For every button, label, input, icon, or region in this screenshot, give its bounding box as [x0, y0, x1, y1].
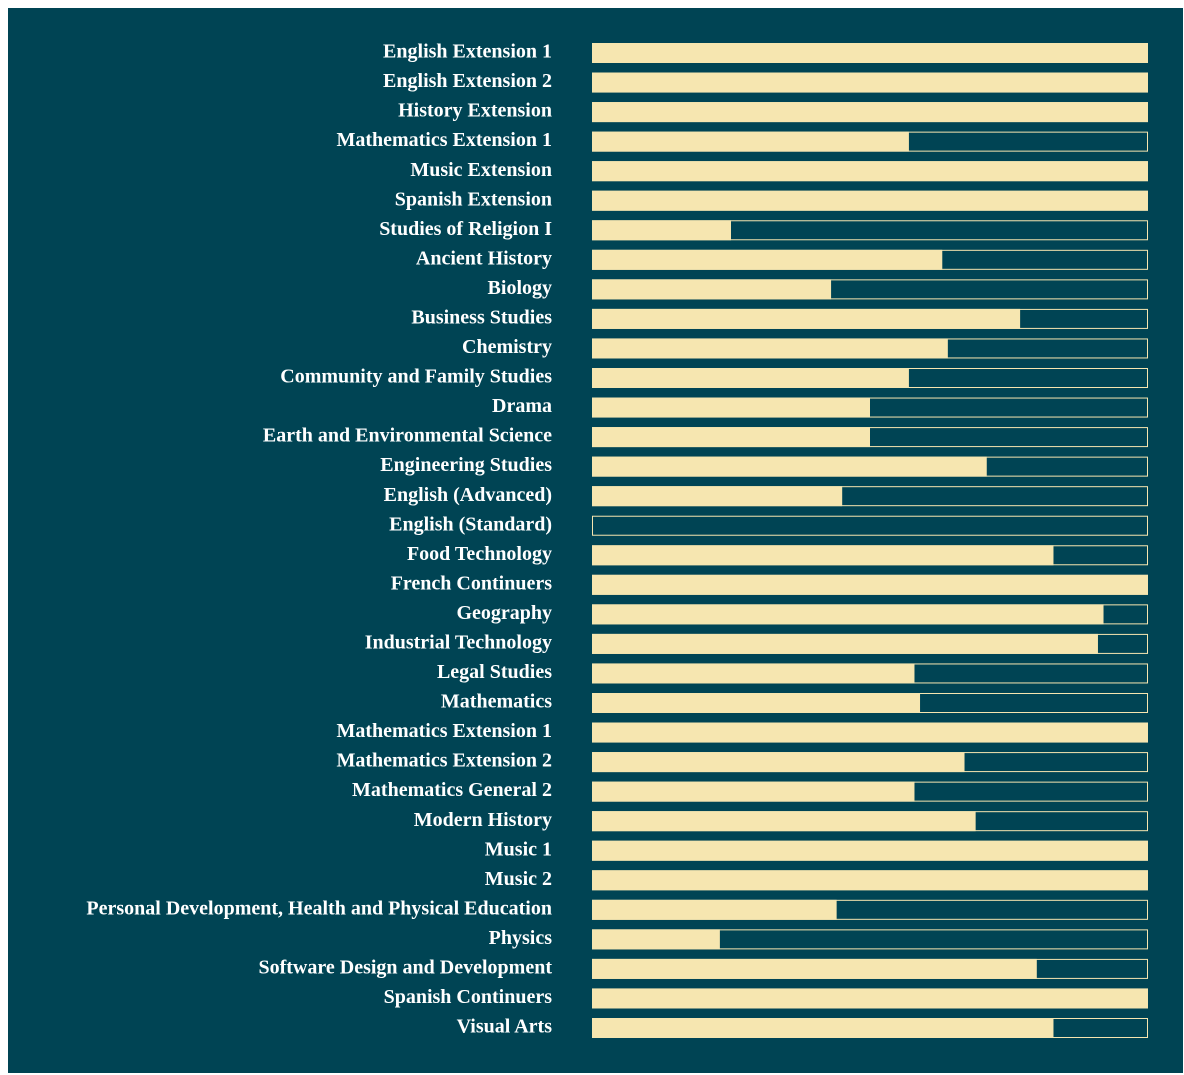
- category-label: Mathematics Extension 1: [336, 720, 552, 742]
- bar: [592, 988, 1148, 1009]
- category-label: Music Extension: [410, 159, 552, 181]
- bar: [592, 456, 987, 477]
- category-label: Visual Arts: [457, 1016, 553, 1038]
- bar: [592, 249, 943, 270]
- category-label: Software Design and Development: [258, 957, 552, 979]
- category-label: English Extension 2: [383, 70, 552, 92]
- bar: [592, 840, 1148, 861]
- bar: [592, 663, 915, 684]
- category-label: Chemistry: [462, 336, 552, 358]
- bar: [592, 574, 1148, 595]
- bar: [592, 604, 1104, 625]
- bar: [592, 1018, 1054, 1038]
- bar: [592, 899, 837, 920]
- bar: [592, 368, 909, 388]
- bar: [592, 161, 1148, 182]
- category-label: English Extension 1: [383, 41, 552, 63]
- bar: [592, 102, 1148, 123]
- category-label: Personal Development, Health and Physica…: [86, 897, 552, 919]
- bar: [592, 427, 870, 448]
- bar: [592, 338, 948, 359]
- category-label: Music 2: [485, 868, 552, 890]
- category-label: Community and Family Studies: [280, 366, 552, 388]
- bar-track: [592, 515, 1148, 536]
- category-label: English (Standard): [389, 513, 552, 535]
- bar: [592, 43, 1148, 63]
- category-label: Mathematics: [441, 691, 552, 713]
- category-label: Biology: [488, 277, 552, 299]
- bar: [592, 190, 1148, 211]
- bar: [592, 131, 909, 152]
- bar: [592, 220, 731, 241]
- bar: [592, 929, 720, 950]
- bar: [592, 308, 1021, 329]
- bar: [592, 781, 915, 802]
- category-label: Spanish Extension: [395, 188, 552, 210]
- category-label: Mathematics Extension 1: [336, 129, 552, 151]
- category-label: History Extension: [398, 100, 552, 122]
- category-label: Studies of Religion I: [379, 218, 552, 240]
- bar: [592, 279, 832, 300]
- category-label: Legal Studies: [437, 661, 552, 683]
- category-label: Food Technology: [407, 543, 552, 565]
- category-label: Ancient History: [416, 247, 552, 269]
- bar: [592, 811, 976, 832]
- category-label: English (Advanced): [384, 484, 552, 506]
- bar: [592, 722, 1148, 743]
- bar: [592, 693, 921, 713]
- category-label: French Continuers: [391, 572, 553, 594]
- bar: [592, 633, 1098, 654]
- category-label: Mathematics Extension 2: [336, 750, 552, 772]
- category-label: Drama: [492, 395, 552, 417]
- category-label: Modern History: [414, 809, 552, 831]
- category-label: Music 1: [485, 838, 552, 860]
- category-label: Engineering Studies: [380, 454, 552, 476]
- bar: [592, 72, 1148, 93]
- bar: [592, 870, 1148, 891]
- category-label: Mathematics General 2: [352, 779, 552, 801]
- bar: [592, 397, 870, 418]
- category-label: Industrial Technology: [365, 632, 552, 654]
- bar: [592, 958, 1037, 979]
- bar: [592, 545, 1054, 566]
- category-label: Physics: [489, 927, 553, 949]
- category-label: Spanish Continuers: [384, 986, 553, 1008]
- category-label: Geography: [456, 602, 552, 624]
- background: [8, 8, 1183, 1073]
- category-label: Earth and Environmental Science: [263, 425, 552, 447]
- bar: [592, 752, 965, 773]
- bar: [592, 486, 843, 507]
- category-label: Business Studies: [411, 307, 552, 329]
